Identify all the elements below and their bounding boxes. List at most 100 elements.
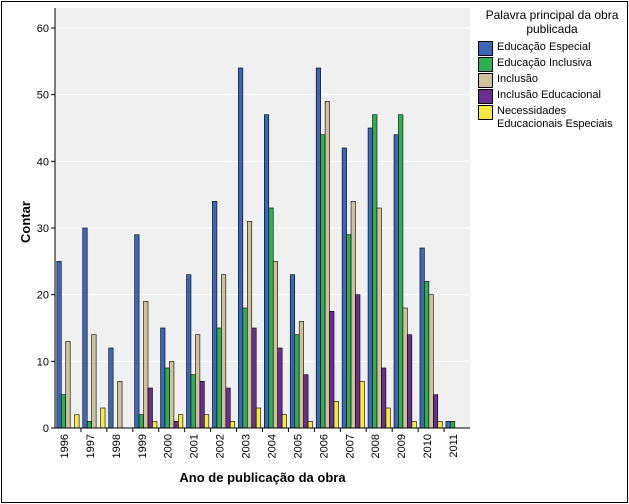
bar bbox=[304, 375, 308, 428]
x-tick-label: 2004 bbox=[266, 434, 278, 458]
bar bbox=[256, 408, 260, 428]
bar bbox=[325, 101, 329, 428]
bar bbox=[252, 328, 256, 428]
bar bbox=[135, 235, 139, 428]
bar bbox=[109, 348, 113, 428]
bar bbox=[152, 421, 156, 428]
bar bbox=[148, 388, 152, 428]
x-tick-label: 2001 bbox=[189, 434, 201, 458]
bar bbox=[139, 415, 143, 428]
x-tick-label: 2006 bbox=[318, 434, 330, 458]
bar bbox=[398, 115, 402, 428]
bar bbox=[200, 381, 204, 428]
bar bbox=[178, 415, 182, 428]
bar bbox=[221, 275, 225, 428]
bar bbox=[450, 421, 454, 428]
bar bbox=[195, 335, 199, 428]
bar bbox=[407, 335, 411, 428]
legend-label: Inclusão Educacional bbox=[497, 89, 601, 102]
legend: Palavra principal da obra publicada Educ… bbox=[478, 8, 626, 132]
x-tick-label: 1997 bbox=[85, 434, 97, 458]
y-tick-label: 20 bbox=[37, 290, 49, 302]
y-tick-label: 0 bbox=[43, 423, 49, 435]
bar bbox=[264, 115, 268, 428]
bar bbox=[334, 401, 338, 428]
bar bbox=[174, 421, 178, 428]
y-tick-label: 30 bbox=[37, 223, 49, 235]
bar bbox=[342, 148, 346, 428]
bar bbox=[238, 68, 242, 428]
bar bbox=[66, 341, 70, 428]
bar bbox=[278, 348, 282, 428]
bar bbox=[377, 208, 381, 428]
legend-item: Educação Especial bbox=[478, 41, 626, 56]
bar bbox=[394, 135, 398, 428]
bar bbox=[347, 235, 351, 428]
bar bbox=[75, 415, 79, 428]
bar bbox=[92, 335, 96, 428]
bar bbox=[212, 201, 216, 428]
legend-label: Educação Especial bbox=[497, 41, 591, 54]
bar bbox=[356, 295, 360, 428]
bar bbox=[273, 261, 277, 428]
y-tick-label: 10 bbox=[37, 356, 49, 368]
x-tick-label: 2010 bbox=[422, 434, 434, 458]
y-tick-label: 50 bbox=[37, 90, 49, 102]
legend-item: Inclusão bbox=[478, 73, 626, 88]
bar bbox=[217, 328, 221, 428]
legend-swatch bbox=[478, 105, 493, 120]
chart-container: { "chart": { "type": "bar", "layout": { … bbox=[0, 0, 629, 504]
bar bbox=[412, 421, 416, 428]
bar bbox=[269, 208, 273, 428]
bar bbox=[191, 375, 195, 428]
bar bbox=[290, 275, 294, 428]
x-tick-label: 2007 bbox=[344, 434, 356, 458]
x-tick-label: 2005 bbox=[292, 434, 304, 458]
bar bbox=[57, 261, 61, 428]
bar bbox=[330, 311, 334, 428]
bar bbox=[83, 228, 87, 428]
bar bbox=[161, 328, 165, 428]
bar bbox=[429, 295, 433, 428]
bar bbox=[187, 275, 191, 428]
bar bbox=[424, 281, 428, 428]
legend-title: Palavra principal da obra publicada bbox=[478, 8, 626, 37]
bar bbox=[381, 368, 385, 428]
bar bbox=[61, 395, 65, 428]
bar bbox=[169, 361, 173, 428]
bar bbox=[351, 201, 355, 428]
x-tick-label: 2008 bbox=[370, 434, 382, 458]
bar bbox=[118, 381, 122, 428]
bar bbox=[321, 135, 325, 428]
legend-item: Necessidades Educacionais Especiais bbox=[478, 105, 626, 131]
legend-label: Inclusão bbox=[497, 73, 538, 86]
bar bbox=[316, 68, 320, 428]
x-tick-label: 1996 bbox=[59, 434, 71, 458]
bar bbox=[299, 321, 303, 428]
legend-label: Educação Inclusiva bbox=[497, 57, 592, 70]
bar bbox=[420, 248, 424, 428]
y-tick-label: 60 bbox=[37, 23, 49, 35]
x-axis-label: Ano de publicação da obra bbox=[55, 470, 470, 485]
y-axis-label: Contar bbox=[18, 201, 33, 243]
legend-item: Educação Inclusiva bbox=[478, 57, 626, 72]
legend-label: Necessidades Educacionais Especiais bbox=[497, 105, 613, 131]
bar bbox=[247, 221, 251, 428]
legend-item: Inclusão Educacional bbox=[478, 89, 626, 104]
bar bbox=[446, 421, 450, 428]
bar bbox=[295, 335, 299, 428]
bar bbox=[101, 408, 105, 428]
bar bbox=[360, 381, 364, 428]
bar bbox=[373, 115, 377, 428]
y-tick-label: 40 bbox=[37, 156, 49, 168]
x-tick-label: 1998 bbox=[111, 434, 123, 458]
bar bbox=[308, 421, 312, 428]
bar bbox=[165, 368, 169, 428]
bar bbox=[282, 415, 286, 428]
bar bbox=[204, 415, 208, 428]
bar bbox=[144, 301, 148, 428]
x-tick-label: 2009 bbox=[396, 434, 408, 458]
bar bbox=[368, 128, 372, 428]
bar bbox=[386, 408, 390, 428]
bar bbox=[87, 421, 91, 428]
